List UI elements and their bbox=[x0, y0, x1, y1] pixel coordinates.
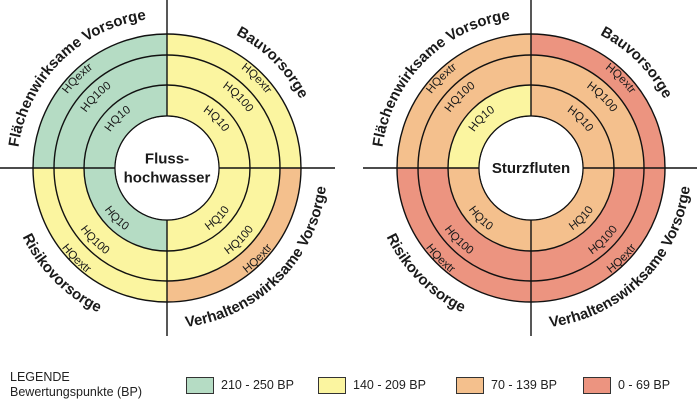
sector-bottom-left-ring-2 bbox=[418, 168, 531, 281]
sector-top-left-ring-3 bbox=[397, 34, 531, 168]
sector-top-right-ring-2 bbox=[167, 55, 280, 168]
sector-bottom-right-ring-1 bbox=[531, 168, 614, 251]
flood-precaution-diagrams: Flächenwirksame VorsorgeHQ10HQ100HQextrB… bbox=[0, 0, 697, 336]
legend-heading: LEGENDE bbox=[10, 370, 70, 384]
legend-label: 0 - 69 BP bbox=[618, 378, 671, 392]
sector-bottom-left-ring-1 bbox=[84, 168, 167, 251]
sector-bottom-left-ring-3 bbox=[397, 168, 531, 302]
center-disc bbox=[479, 116, 583, 220]
sector-top-left-ring-2 bbox=[54, 55, 167, 168]
sector-top-left-ring-3 bbox=[33, 34, 167, 168]
legend-label: 210 - 250 BP bbox=[221, 378, 294, 392]
sector-bottom-left-ring-1 bbox=[448, 168, 531, 251]
center-label: Fluss- bbox=[145, 151, 189, 168]
legend-label: 70 - 139 BP bbox=[491, 378, 558, 392]
sector-top-right-ring-1 bbox=[531, 85, 614, 168]
legend-item-yellow: 140 - 209 BP bbox=[318, 375, 426, 395]
sector-bottom-right-ring-3 bbox=[531, 168, 665, 302]
sector-top-left-ring-2 bbox=[418, 55, 531, 168]
sector-bottom-right-ring-2 bbox=[167, 168, 280, 281]
legend-label: 140 - 209 BP bbox=[353, 378, 426, 392]
sector-bottom-left-ring-3 bbox=[33, 168, 167, 302]
legend-subtitle: Bewertungspunkte (BP) bbox=[10, 385, 143, 399]
sector-bottom-left-ring-2 bbox=[54, 168, 167, 281]
legend-swatch bbox=[318, 376, 346, 394]
legend-item-red: 0 - 69 BP bbox=[583, 375, 670, 395]
sector-bottom-right-ring-2 bbox=[531, 168, 644, 281]
center-disc bbox=[115, 116, 219, 220]
legend-swatch bbox=[456, 376, 484, 394]
sector-top-left-ring-1 bbox=[84, 85, 167, 168]
diagram-2: Flächenwirksame VorsorgeHQ10HQ100HQextrB… bbox=[363, 0, 697, 336]
legend-item-green: 210 - 250 BP bbox=[186, 375, 294, 395]
center-label: Sturzfluten bbox=[492, 160, 570, 177]
sector-top-right-ring-3 bbox=[531, 34, 665, 168]
sector-top-right-ring-2 bbox=[531, 55, 644, 168]
sector-bottom-right-ring-3 bbox=[167, 168, 301, 302]
diagram-1: Flächenwirksame VorsorgeHQ10HQ100HQextrB… bbox=[0, 0, 335, 336]
center-label: hochwasser bbox=[124, 170, 211, 187]
sector-bottom-right-ring-1 bbox=[167, 168, 250, 251]
legend-swatch bbox=[583, 376, 611, 394]
sector-top-left-ring-1 bbox=[448, 85, 531, 168]
sector-top-right-ring-3 bbox=[167, 34, 301, 168]
legend-swatch bbox=[186, 376, 214, 394]
sector-top-right-ring-1 bbox=[167, 85, 250, 168]
legend-title: LEGENDE Bewertungspunkte (BP) bbox=[10, 370, 142, 400]
legend-item-orange: 70 - 139 BP bbox=[456, 375, 557, 395]
